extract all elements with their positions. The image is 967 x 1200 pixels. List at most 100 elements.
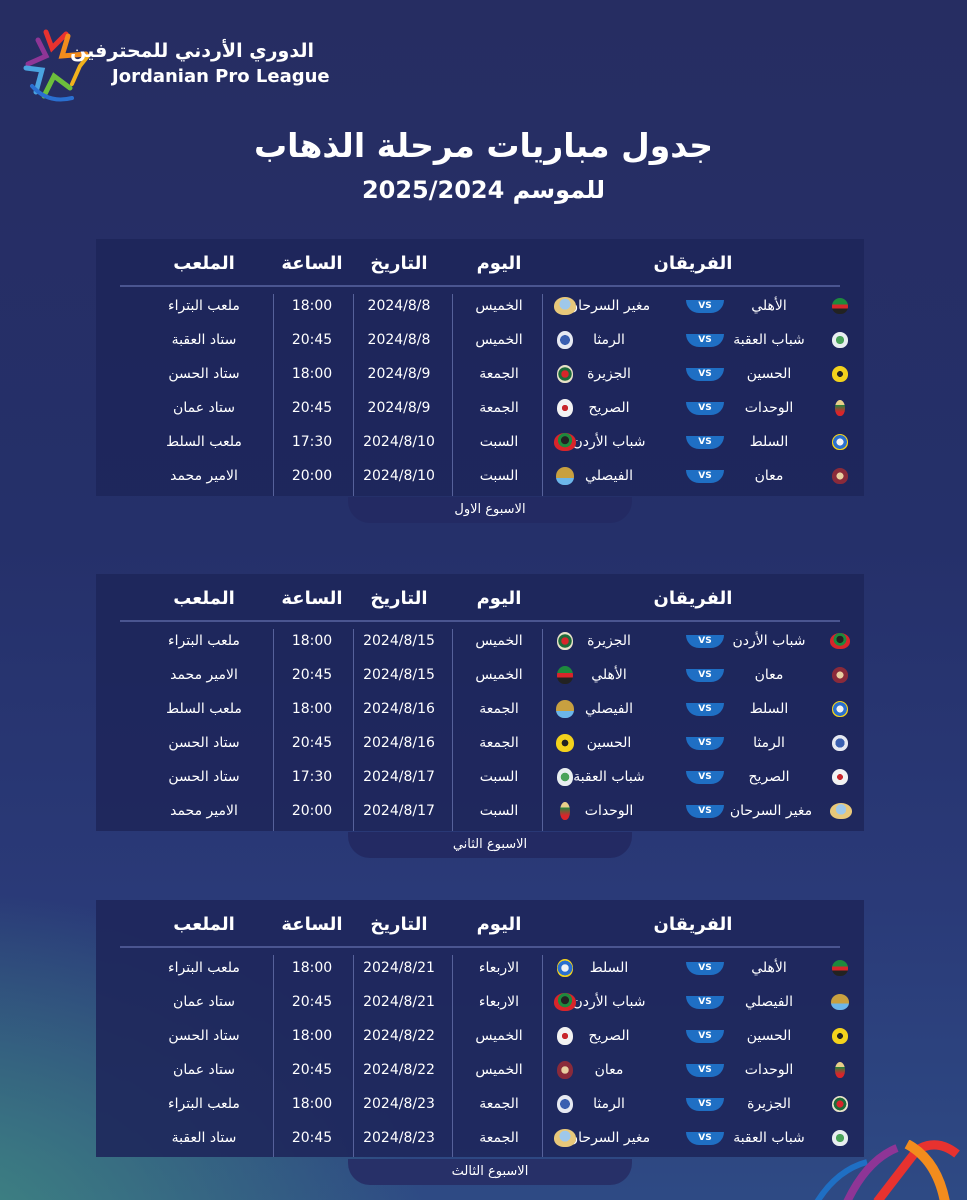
mughayer-alsarhan-crest-icon (554, 1129, 576, 1147)
column-header-time: الساعة (281, 588, 343, 609)
week-2-schedule: الفريقان اليوم التاريخ الساعة الملعب شبا… (96, 574, 864, 831)
home-team: شباب الأردن (732, 633, 806, 649)
alhussein-crest-icon (556, 734, 574, 752)
vs-badge: VS (686, 996, 724, 1009)
vs-badge: VS (686, 402, 724, 415)
league-name-english: Jordanian Pro League (112, 66, 330, 87)
week-3-schedule: الفريقان اليوم التاريخ الساعة الملعب الأ… (96, 900, 864, 1157)
week-2-label: الاسبوع الثاني (348, 832, 632, 858)
match-day: الخميس (475, 1028, 523, 1044)
column-header-venue: الملعب (173, 914, 235, 935)
column-header-teams: الفريقان (653, 253, 733, 274)
match-venue: ملعب البتراء (168, 960, 240, 976)
match-venue: ستاد عمان (173, 1062, 235, 1078)
vs-badge: VS (686, 334, 724, 347)
vs-badge: VS (686, 1098, 724, 1111)
alfaisaly-crest-icon (556, 700, 574, 718)
match-venue: ستاد العقبة (171, 332, 237, 348)
maan-crest-icon (832, 468, 848, 484)
alsareeh-crest-icon (557, 399, 573, 417)
away-team: مغير السرحان (567, 1130, 651, 1146)
page-subtitle: للموسم 2025/2024 (361, 176, 606, 204)
vs-badge: VS (686, 436, 724, 449)
alahli-crest-icon (557, 666, 573, 684)
decorative-swoosh-icon (767, 1140, 967, 1200)
match-venue: ستاد العقبة (171, 1130, 237, 1146)
match-time: 18:00 (291, 701, 333, 717)
home-team: الوحدات (744, 1062, 794, 1078)
column-header-day: اليوم (476, 253, 522, 274)
match-row: الجزيرة VS الرمثا الجمعة 2024/8/23 18:00… (96, 1087, 864, 1121)
match-venue: ملعب البتراء (168, 1096, 240, 1112)
away-team: الجزيرة (587, 366, 631, 382)
match-day: الاربعاء (478, 994, 520, 1010)
match-venue: ستاد الحسن (168, 769, 240, 785)
match-venue: ستاد الحسن (168, 735, 240, 751)
alwehdat-crest-icon (560, 802, 570, 820)
match-venue: ستاد الحسن (168, 1028, 240, 1044)
away-team: مغير السرحان (567, 298, 651, 314)
header-divider (120, 946, 840, 948)
away-team: الرمثا (593, 1096, 625, 1112)
match-date: 2024/8/9 (367, 366, 431, 382)
match-row: الوحدات VS معان الخميس 2024/8/22 20:45 س… (96, 1053, 864, 1087)
home-team: معان (754, 468, 784, 484)
match-day: الخميس (475, 298, 523, 314)
header-divider (120, 620, 840, 622)
away-team: الوحدات (584, 803, 634, 819)
vs-badge: VS (686, 368, 724, 381)
shabab-alordon-crest-icon (554, 433, 576, 451)
away-team: الصريح (588, 1028, 630, 1044)
alramtha-crest-icon (557, 1095, 573, 1113)
away-team: الفيصلي (585, 468, 633, 484)
away-team: الحسين (586, 735, 632, 751)
away-team: شباب العقبة (573, 769, 645, 785)
match-day: السبت (479, 803, 519, 819)
home-team: الرمثا (753, 735, 785, 751)
column-divider (353, 955, 354, 1157)
match-day: الجمعة (479, 1130, 519, 1146)
away-team: الصريح (588, 400, 630, 416)
column-divider (273, 294, 274, 496)
column-divider (273, 629, 274, 831)
match-venue: ستاد الحسن (168, 366, 240, 382)
column-header-time: الساعة (281, 253, 343, 274)
match-row: الحسين VS الصريح الخميس 2024/8/22 18:00 … (96, 1019, 864, 1053)
match-time: 18:00 (291, 366, 333, 382)
match-row: الوحدات VS الصريح الجمعة 2024/8/9 20:45 … (96, 391, 864, 425)
match-date: 2024/8/22 (363, 1062, 435, 1078)
match-row: شباب العقبة VS الرمثا الخميس 2024/8/8 20… (96, 323, 864, 357)
vs-badge: VS (686, 669, 724, 682)
match-date: 2024/8/23 (363, 1130, 435, 1146)
column-divider (353, 294, 354, 496)
column-header-day: اليوم (476, 914, 522, 935)
away-team: معان (594, 1062, 624, 1078)
home-team: الحسين (746, 366, 792, 382)
match-row: شباب العقبة VS مغير السرحان الجمعة 2024/… (96, 1121, 864, 1155)
column-divider (542, 629, 543, 831)
vs-badge: VS (686, 1030, 724, 1043)
vs-badge: VS (686, 300, 724, 313)
vs-badge: VS (686, 1132, 724, 1145)
match-row: الأهلي VS مغير السرحان الخميس 2024/8/8 1… (96, 289, 864, 323)
match-venue: الامير محمد (170, 803, 238, 819)
vs-badge: VS (686, 703, 724, 716)
header-divider (120, 285, 840, 287)
match-date: 2024/8/16 (363, 735, 435, 751)
column-divider (353, 629, 354, 831)
league-name-arabic: الدوري الأردني للمحترفين (70, 40, 314, 62)
alsalt-crest-icon (557, 959, 573, 977)
match-row: الحسين VS الجزيرة الجمعة 2024/8/9 18:00 … (96, 357, 864, 391)
match-day: الجمعة (479, 1096, 519, 1112)
vs-badge: VS (686, 635, 724, 648)
alsalt-crest-icon (832, 701, 848, 717)
maan-crest-icon (832, 667, 848, 683)
shabab-alordon-crest-icon (554, 993, 576, 1011)
vs-badge: VS (686, 962, 724, 975)
match-day: السبت (479, 468, 519, 484)
match-time: 18:00 (291, 1028, 333, 1044)
vs-badge: VS (686, 771, 724, 784)
alsareeh-crest-icon (832, 769, 848, 785)
match-venue: ملعب السلط (166, 434, 242, 450)
home-team: الأهلي (751, 298, 787, 314)
